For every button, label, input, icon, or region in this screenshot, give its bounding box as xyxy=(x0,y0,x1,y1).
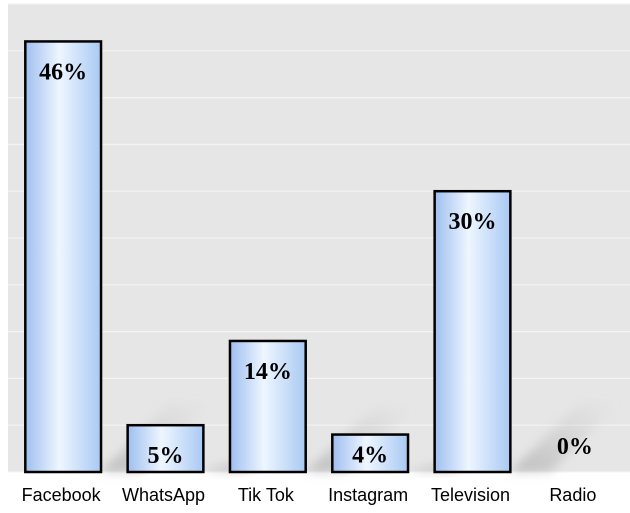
value-labels: 46% 5% 14% 4% 30% 0% xyxy=(39,59,593,469)
bar-shadow xyxy=(510,402,621,472)
category-tick-label: Radio xyxy=(549,485,596,505)
category-tick-label: WhatsApp xyxy=(122,485,205,505)
data-label: 0% xyxy=(557,434,593,460)
data-label: 30% xyxy=(449,209,497,235)
bar xyxy=(228,339,307,474)
category-tick-label: Instagram xyxy=(328,485,408,505)
data-label: 14% xyxy=(244,359,292,385)
bar xyxy=(126,423,205,474)
category-labels: Facebook WhatsApp Tik Tok Instagram Televisi… xyxy=(22,485,597,505)
bar xyxy=(24,40,103,474)
category-tick-label: Tik Tok xyxy=(238,485,295,505)
bar xyxy=(433,189,512,474)
bar xyxy=(331,433,410,474)
bars xyxy=(24,40,512,474)
gridlines xyxy=(8,3,630,473)
data-label: 4% xyxy=(352,443,388,469)
category-tick-label: Television xyxy=(431,485,510,505)
data-label: 5% xyxy=(148,443,184,469)
data-label: 46% xyxy=(39,59,87,85)
category-tick-label: Facebook xyxy=(22,485,102,505)
